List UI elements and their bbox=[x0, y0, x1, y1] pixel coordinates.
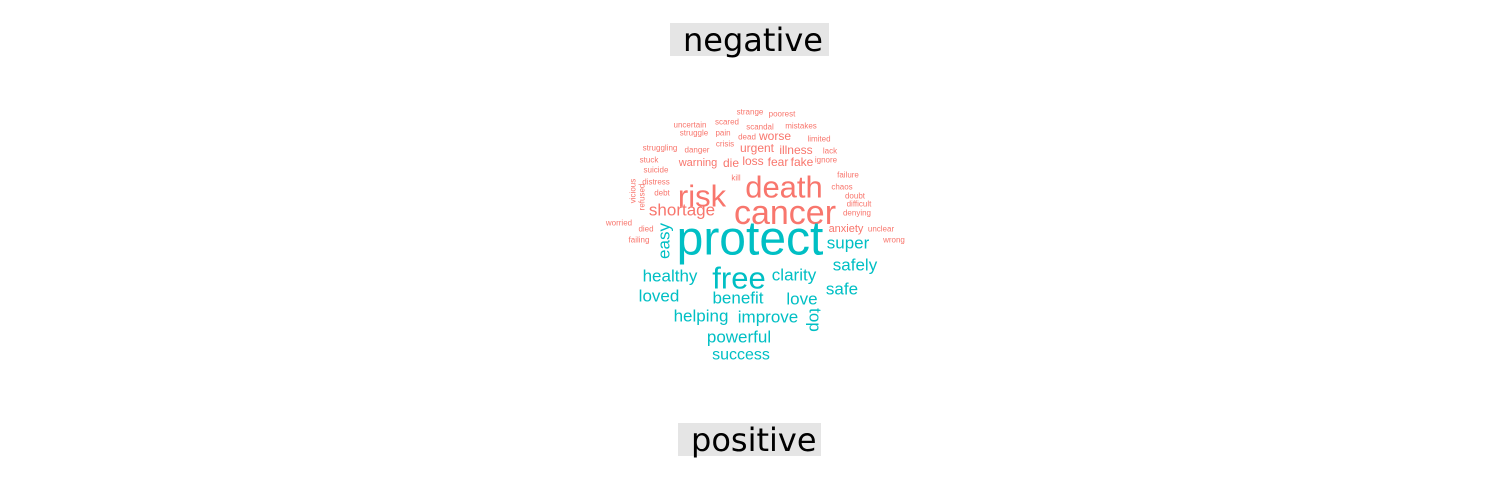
word-doubt: doubt bbox=[845, 192, 866, 201]
word-healthy: healthy bbox=[643, 267, 698, 286]
word-died: died bbox=[638, 225, 653, 234]
word-cancer: cancer bbox=[734, 194, 836, 232]
word-suicide: suicide bbox=[644, 166, 669, 175]
word-protect: protect bbox=[677, 213, 824, 266]
word-loved: loved bbox=[639, 287, 680, 306]
word-clarity: clarity bbox=[772, 266, 817, 285]
word-success: success bbox=[712, 347, 770, 364]
word-ignore: ignore bbox=[815, 156, 838, 165]
word-benefit: benefit bbox=[712, 289, 763, 308]
word-helping: helping bbox=[674, 307, 729, 326]
word-poorest: poorest bbox=[769, 110, 796, 119]
word-loss: loss bbox=[742, 154, 763, 168]
word-refused: refused bbox=[638, 184, 647, 211]
word-pain: pain bbox=[715, 129, 730, 138]
word-love: love bbox=[786, 290, 817, 309]
word-powerful: powerful bbox=[707, 328, 771, 347]
word-kill: kill bbox=[731, 174, 741, 183]
word-limited: limited bbox=[807, 135, 830, 144]
word-failing: failing bbox=[629, 236, 650, 245]
word-difficult: difficult bbox=[847, 200, 873, 209]
word-lack: lack bbox=[823, 147, 838, 156]
word-worse: worse bbox=[758, 129, 791, 143]
word-strange: strange bbox=[737, 108, 764, 117]
word-scared: scared bbox=[715, 118, 739, 127]
word-risk: risk bbox=[678, 179, 727, 214]
word-safely: safely bbox=[833, 256, 878, 275]
word-easy: easy bbox=[655, 223, 674, 259]
word-anxiety: anxiety bbox=[829, 223, 864, 235]
word-improve: improve bbox=[738, 308, 798, 327]
word-urgent: urgent bbox=[740, 141, 775, 155]
word-free: free bbox=[712, 261, 765, 296]
word-vicious: vicious bbox=[629, 179, 638, 203]
word-top: top bbox=[806, 308, 825, 332]
word-fake: fake bbox=[791, 155, 814, 169]
word-die: die bbox=[723, 156, 739, 170]
word-fear: fear bbox=[768, 155, 789, 169]
word-unclear: unclear bbox=[868, 225, 895, 234]
word-dead: dead bbox=[738, 133, 756, 142]
word-scandal: scandal bbox=[746, 123, 774, 132]
word-illness: illness bbox=[779, 143, 812, 157]
word-stuck: stuck bbox=[640, 156, 660, 165]
word-death: death bbox=[745, 170, 823, 205]
word-danger: danger bbox=[685, 146, 710, 155]
word-mistakes: mistakes bbox=[785, 122, 817, 131]
panel-label-negative: negative bbox=[670, 23, 829, 57]
word-crisis: crisis bbox=[716, 140, 734, 149]
word-wrong: wrong bbox=[882, 236, 905, 245]
panel-label-positive: positive bbox=[678, 423, 821, 457]
word-debt: debt bbox=[654, 189, 670, 198]
word-chaos: chaos bbox=[831, 183, 852, 192]
word-uncertain: uncertain bbox=[674, 121, 707, 130]
word-super: super bbox=[827, 234, 870, 253]
word-safe: safe bbox=[826, 280, 858, 299]
word-struggling: struggling bbox=[643, 144, 678, 153]
word-distress: distress bbox=[642, 178, 670, 187]
word-struggle: struggle bbox=[680, 129, 709, 138]
word-shortage: shortage bbox=[649, 201, 715, 220]
word-warning: warning bbox=[678, 157, 718, 169]
word-denying: denying bbox=[843, 209, 871, 218]
word-worried: worried bbox=[605, 219, 632, 228]
word-failure: failure bbox=[837, 171, 859, 180]
